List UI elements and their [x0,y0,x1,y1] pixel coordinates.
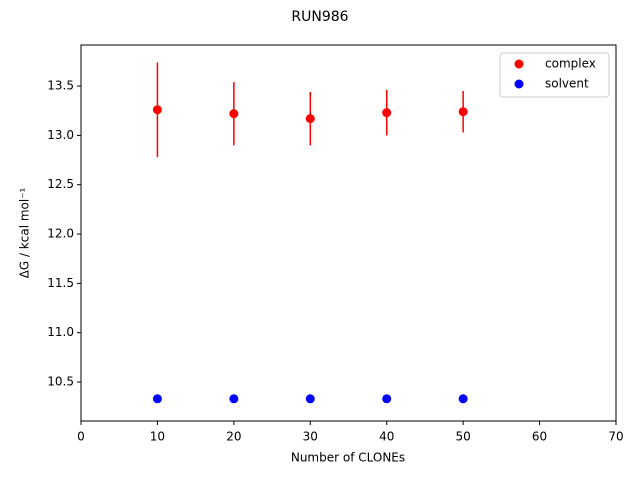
point [382,108,392,118]
legend-marker [514,59,524,69]
x-tick-label: 0 [77,430,85,444]
x-tick-label: 20 [226,430,241,444]
point [458,394,468,404]
x-axis-label: Number of CLONEs [291,451,405,465]
y-axis-label: ΔG / kcal mol⁻¹ [18,187,32,278]
legend-label: solvent [545,77,589,91]
x-tick-label: 40 [379,430,394,444]
point [382,394,392,404]
point [152,105,162,115]
point [305,394,315,404]
y-tick-label: 10.5 [47,375,74,389]
legend-box [499,52,610,98]
point [229,394,239,404]
y-tick-label: 13.5 [47,79,74,93]
x-tick-label: 60 [532,430,547,444]
legend-marker [514,79,524,89]
y-tick-label: 11.5 [47,276,74,290]
legend-label: complex [545,57,596,71]
x-tick-label: 30 [303,430,318,444]
y-tick-label: 12.5 [47,177,74,191]
point [458,107,468,117]
point [152,394,162,404]
y-tick-label: 13.0 [47,128,74,142]
point [305,114,315,124]
x-tick-label: 50 [456,430,471,444]
x-tick-label: 10 [150,430,165,444]
x-tick-label: 70 [608,430,623,444]
chart-title: RUN986 [291,9,348,25]
plot-frame [80,44,617,422]
point [229,109,239,119]
y-tick-label: 12.0 [47,227,74,241]
y-tick-label: 11.0 [47,325,74,339]
